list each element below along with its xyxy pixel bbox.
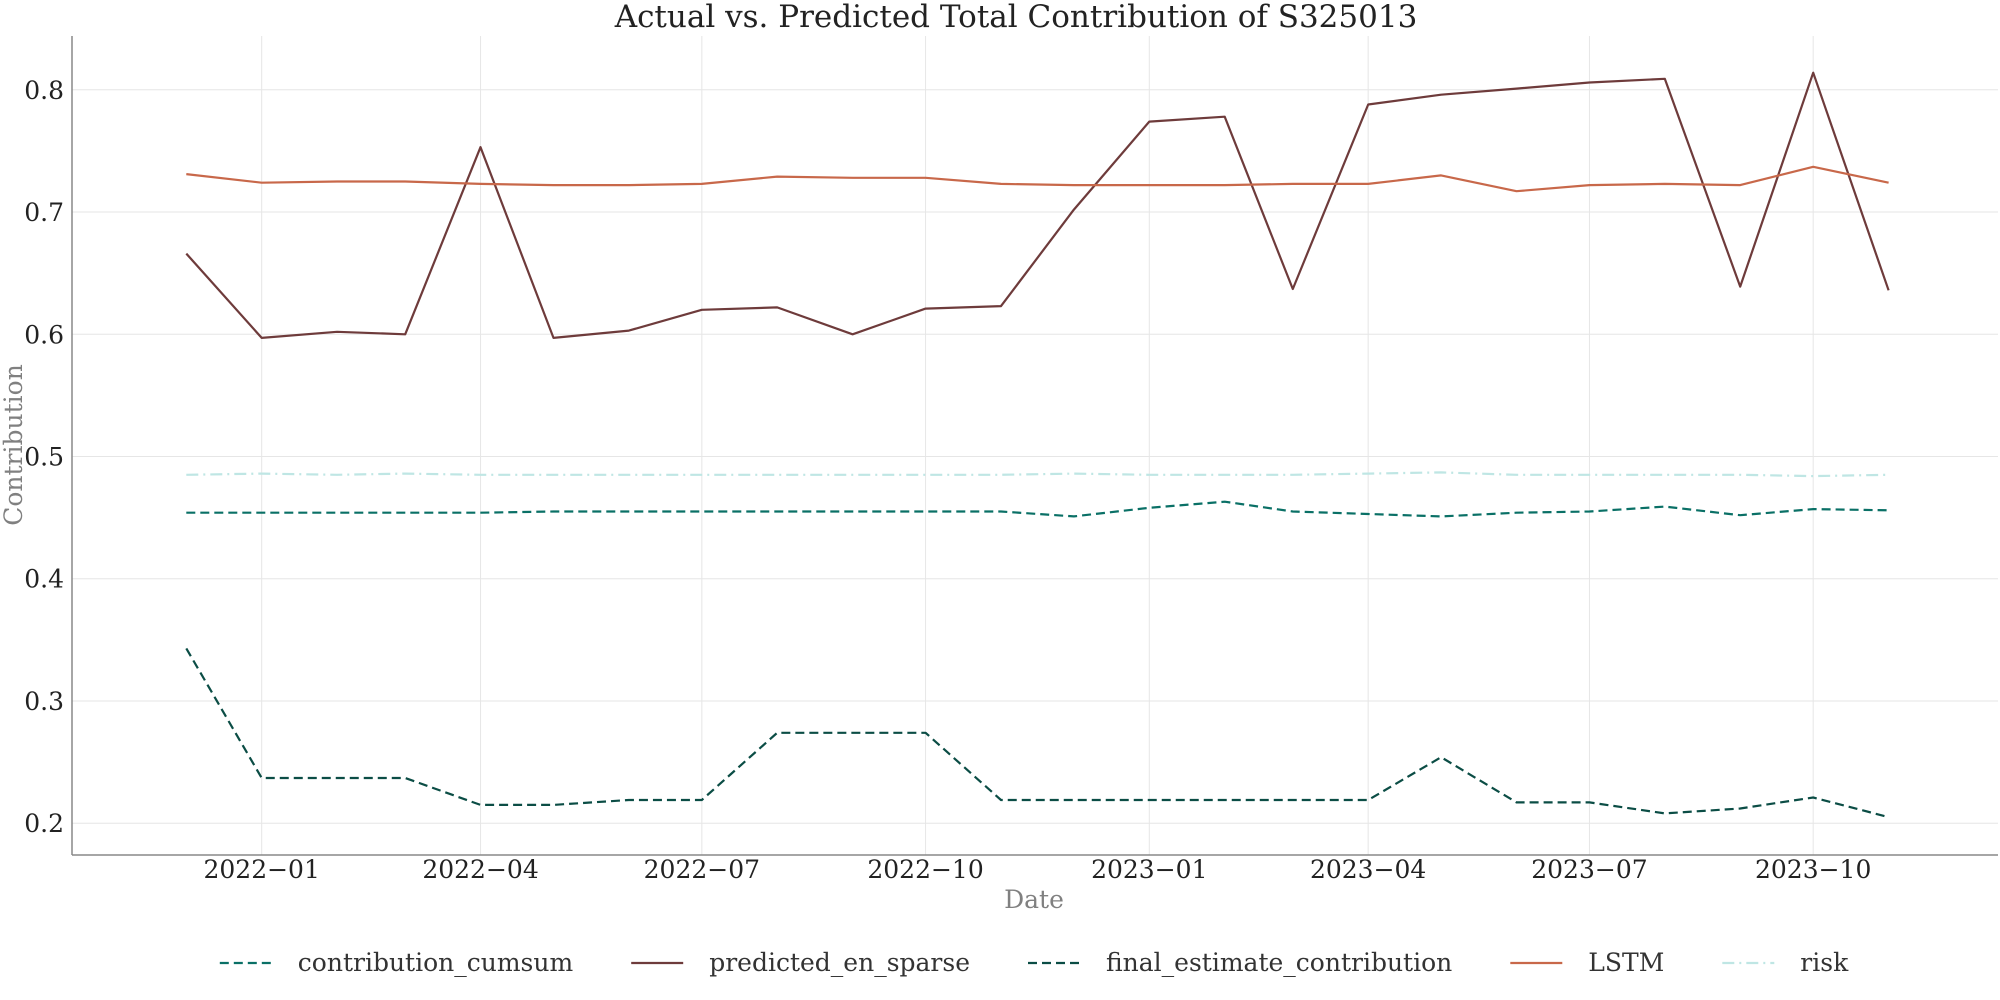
x-axis-label: Date (1004, 885, 1064, 914)
legend-label: contribution_cumsum (298, 948, 574, 977)
x-tick-labels: 2022−01 2022−04 2022−07 2022−10 2023−01 2023−… (203, 855, 1871, 884)
legend-item: final_estimate_contribution (1028, 948, 1452, 977)
series-line-lstm (186, 165, 1889, 193)
chart-title: Actual vs. Predicted Total Contribution … (614, 0, 1418, 35)
y-tick-label: 0.3 (24, 687, 64, 716)
legend-label: final_estimate_contribution (1106, 948, 1452, 977)
legend-item: LSTM (1510, 948, 1664, 977)
legend-label: predicted_en_sparse (709, 948, 970, 977)
x-tick-label: 2023−01 (1091, 855, 1207, 884)
legend: contribution_cumsum predicted_en_sparse fi… (219, 948, 1849, 977)
y-tick-label: 0.7 (24, 198, 64, 227)
series-line-contribution-cumsum (186, 500, 1889, 518)
y-tick-label: 0.6 (24, 320, 64, 349)
x-tick-label: 2022−04 (422, 855, 538, 884)
x-tick-label: 2022−01 (203, 855, 319, 884)
grid (72, 36, 1998, 855)
y-axis-label: Contribution (0, 364, 28, 526)
series-lines (185, 71, 1890, 819)
x-tick-label: 2023−07 (1531, 855, 1647, 884)
y-tick-label: 0.5 (24, 443, 64, 472)
legend-item: contribution_cumsum (219, 948, 574, 977)
y-tick-labels: 0.2 0.3 0.4 0.5 0.6 0.7 0.8 (24, 76, 64, 838)
y-tick-label: 0.8 (24, 76, 64, 105)
x-tick-label: 2022−10 (867, 855, 983, 884)
y-tick-label: 0.4 (24, 565, 64, 594)
legend-item: risk (1722, 948, 1849, 977)
series-line-risk (186, 471, 1889, 478)
x-tick-label: 2023−10 (1755, 855, 1871, 884)
axes (71, 36, 1998, 856)
legend-label: LSTM (1588, 948, 1664, 977)
series-line-predicted-en-sparse (185, 71, 1890, 339)
series-line-final-estimate-contribution (185, 647, 1889, 819)
y-tick-label: 0.2 (24, 809, 64, 838)
x-tick-label: 2023−04 (1310, 855, 1426, 884)
x-tick-label: 2022−07 (644, 855, 760, 884)
legend-label: risk (1800, 948, 1849, 977)
legend-item: predicted_en_sparse (631, 948, 970, 977)
